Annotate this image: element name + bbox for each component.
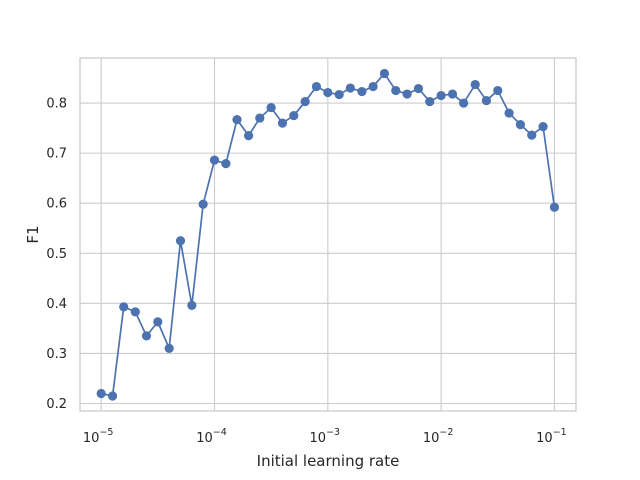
grid (80, 58, 576, 411)
data-point (289, 110, 299, 121)
data-point (459, 98, 469, 108)
data-point (515, 119, 526, 130)
data-point (277, 118, 288, 128)
data-point (96, 388, 106, 399)
x-tick-exponent: −5 (99, 427, 113, 438)
x-tick-base: 10 (536, 431, 553, 446)
x-tick-base: 10 (423, 431, 440, 446)
data-point (334, 89, 344, 100)
x-tick-exponent: −1 (553, 427, 567, 438)
data-point (402, 89, 412, 99)
data-point (391, 85, 401, 96)
x-tick-exponent: −4 (213, 427, 227, 438)
y-tick-label: 0.2 (46, 397, 67, 412)
y-tick-label: 0.4 (46, 297, 67, 312)
y-tick-label: 0.5 (46, 247, 67, 262)
data-point (527, 130, 537, 140)
data-point (311, 81, 322, 92)
data-point (357, 86, 367, 97)
y-tick-label: 0.8 (46, 97, 67, 112)
x-axis-label: Initial learning rate (257, 452, 400, 470)
data-point (425, 96, 435, 107)
data-point (221, 159, 231, 169)
data-point (266, 102, 276, 113)
data-point (300, 96, 310, 107)
data-point (119, 302, 129, 312)
x-tick-exponent: −2 (439, 427, 453, 438)
x-tick-label: 10−2 (423, 427, 454, 446)
y-tick-label: 0.3 (46, 347, 67, 362)
data-point (413, 83, 424, 94)
data-point (538, 121, 548, 132)
data-point (323, 87, 333, 98)
data-point (244, 131, 254, 141)
tick-labels: 10−5 10−4 10−3 10−2 10−10.20.30.40.50.60.70.… (46, 97, 566, 446)
data-point (175, 236, 186, 246)
data-point (368, 81, 378, 92)
data-point (153, 317, 163, 327)
x-tick-label: 10−1 (536, 427, 567, 446)
x-tick-label: 10−3 (310, 427, 341, 446)
data-point (379, 68, 390, 79)
y-tick-label: 0.6 (46, 197, 67, 212)
data-point (504, 108, 514, 118)
x-tick-label: 10−4 (196, 427, 227, 446)
data-point (141, 331, 152, 341)
x-tick-base: 10 (83, 431, 100, 446)
x-tick-exponent: −3 (326, 427, 340, 438)
data-point (493, 85, 503, 96)
data-point (209, 155, 220, 165)
plot-frame (79, 57, 577, 412)
data-point (198, 199, 208, 209)
data-point (481, 95, 492, 106)
data-point (447, 89, 458, 99)
data-point (187, 300, 197, 310)
data-point (345, 83, 355, 93)
data-point (436, 90, 446, 101)
y-tick-label: 0.7 (46, 147, 67, 162)
data-point (255, 113, 265, 123)
data-point (164, 343, 174, 354)
data-point (232, 114, 242, 125)
data-point (130, 307, 140, 317)
x-tick-base: 10 (196, 431, 213, 446)
y-axis-label: F1 (24, 225, 42, 243)
x-tick-label: 10−5 (83, 427, 114, 446)
x-tick-base: 10 (310, 431, 327, 446)
data-series (96, 68, 560, 401)
data-point (107, 391, 118, 401)
data-point (549, 202, 560, 212)
data-point (470, 79, 480, 90)
